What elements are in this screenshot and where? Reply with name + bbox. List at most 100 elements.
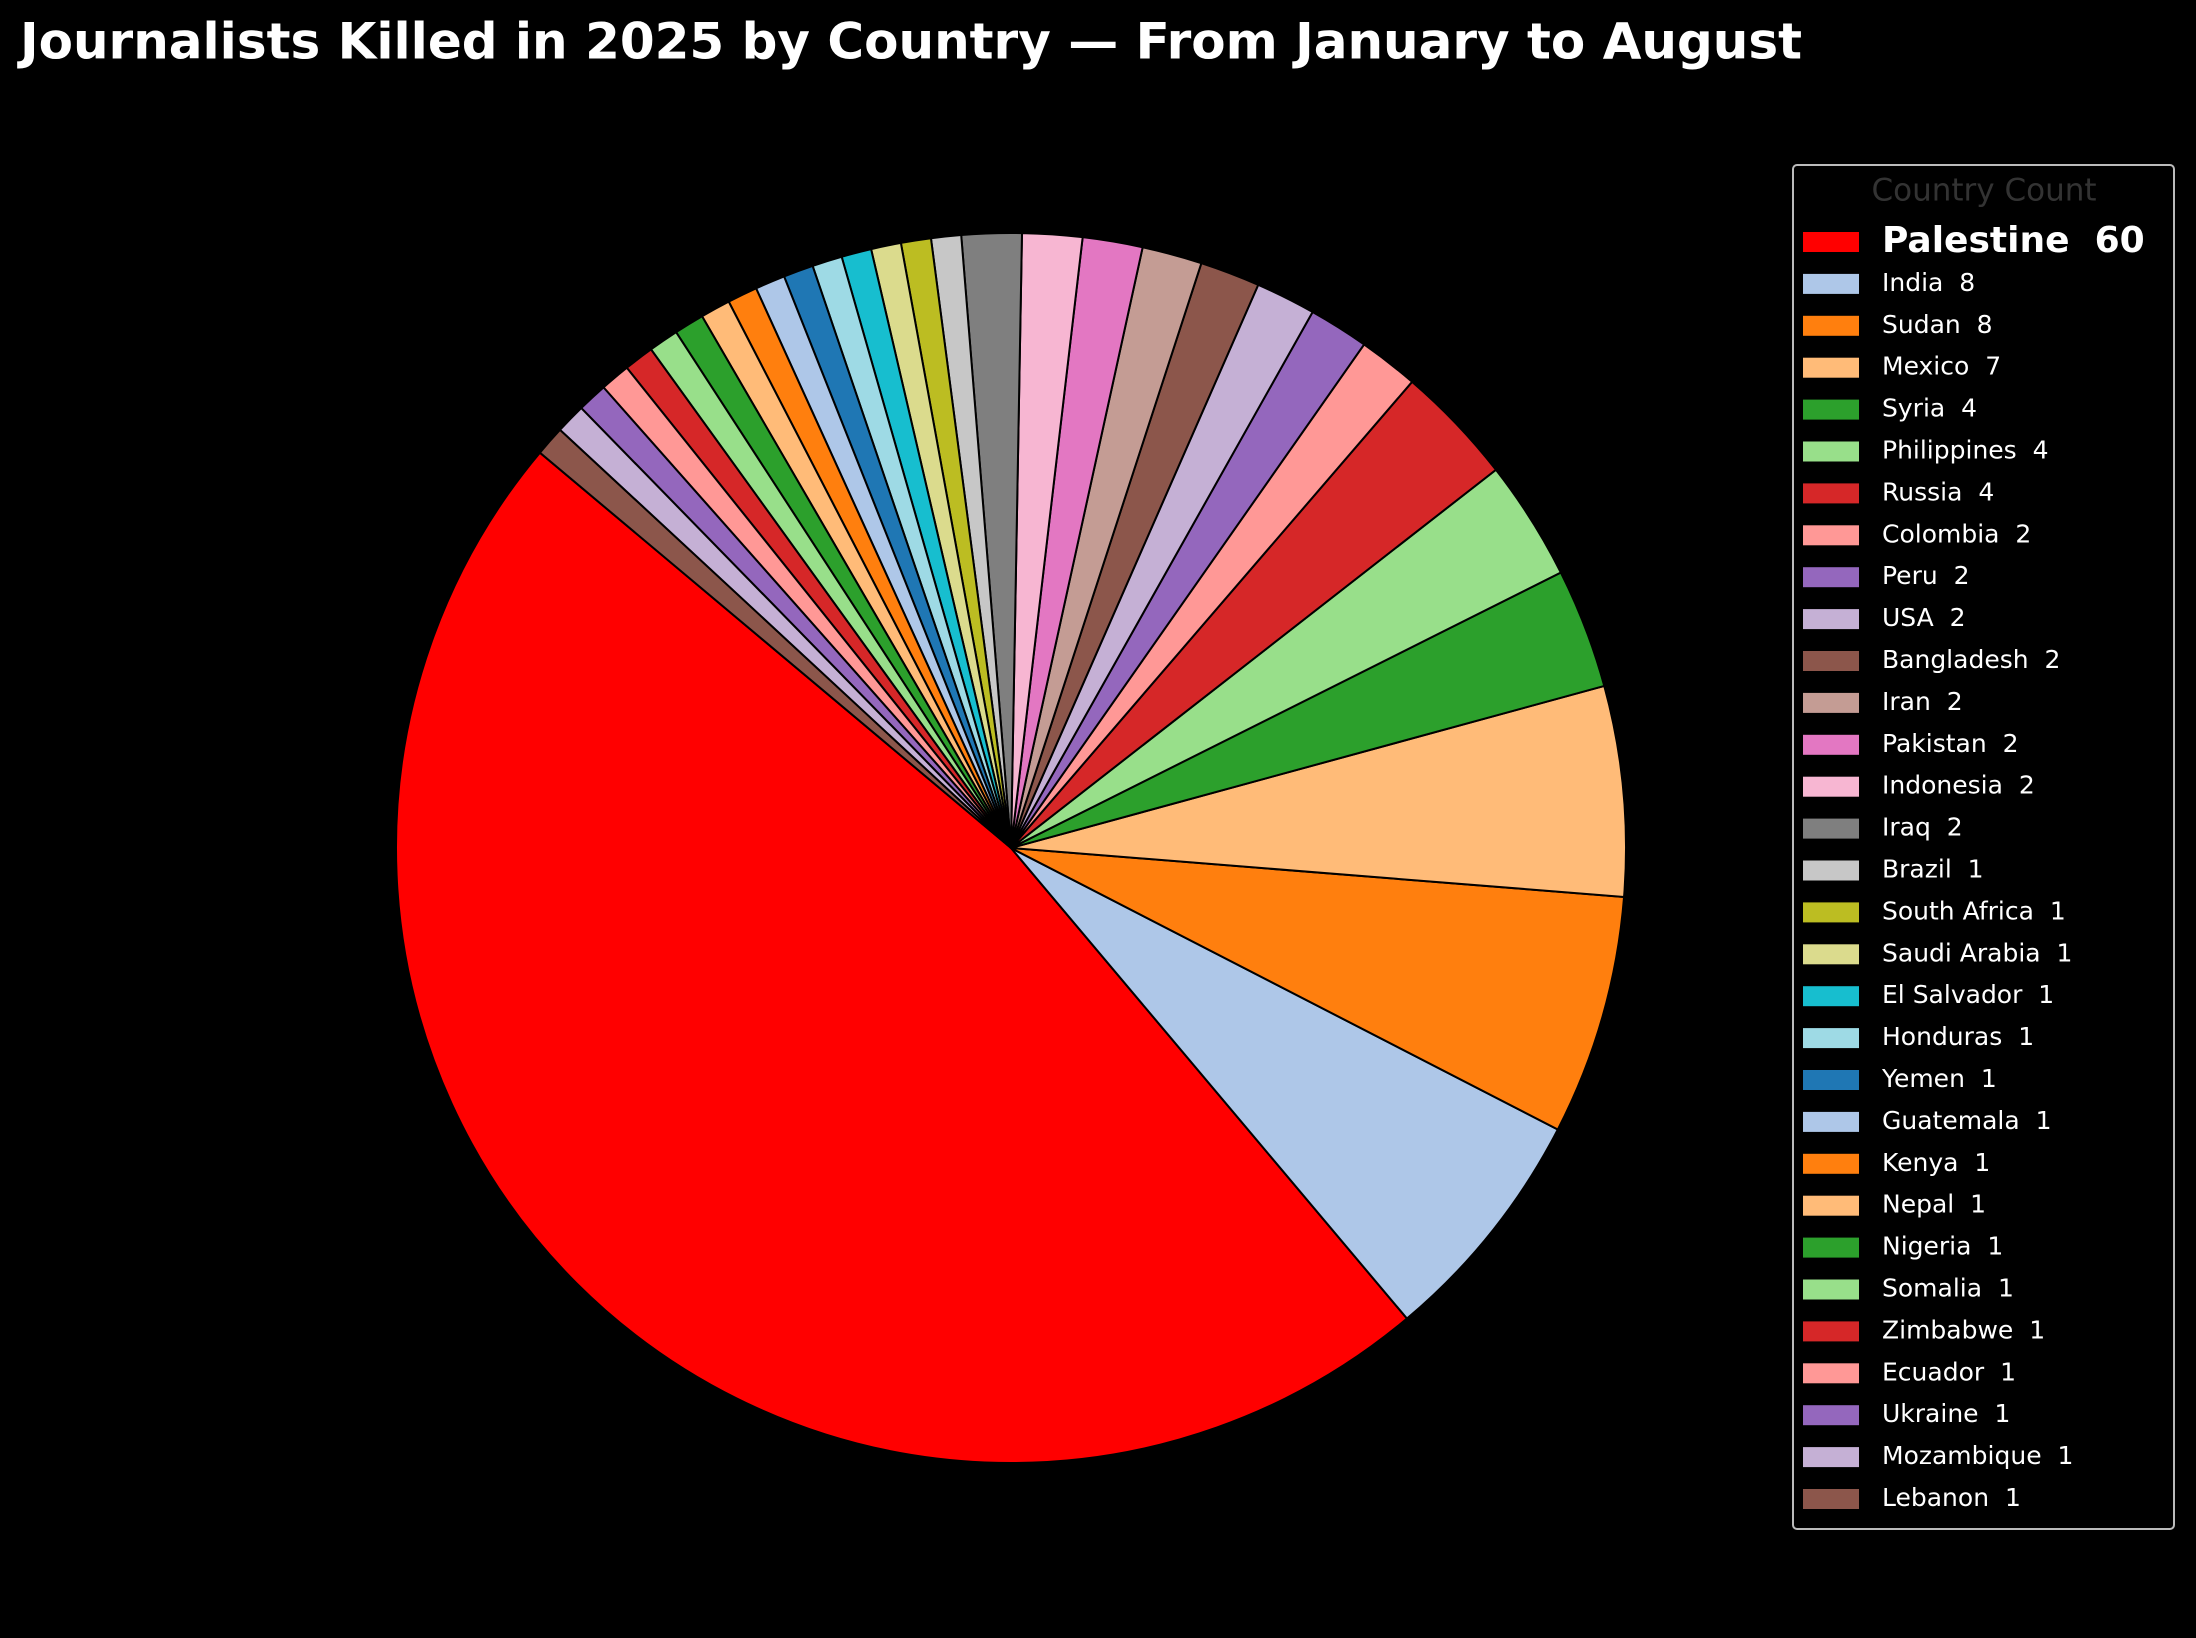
legend-gap [2022,980,2038,1009]
legend-count: 4 [1961,394,1977,423]
legend-label: USA 2 [1882,603,1966,632]
legend-gap [2020,1106,2036,1135]
legend-label: Philippines 4 [1882,436,2049,465]
pie-slice [1010,847,1626,1131]
legend-count: 8 [1959,268,1975,297]
legend-count: 1 [2057,938,2073,967]
legend-label: Kenya 1 [1882,1148,1990,1177]
legend-count: 1 [1968,855,1984,884]
legend-country: Sudan [1882,310,1961,339]
pie-slice [1010,847,1560,1320]
legend-swatch [1803,1489,1859,1509]
legend-count: 2 [2019,771,2035,800]
legend-swatch [1803,818,1859,839]
legend-country: Mexico [1882,352,1969,381]
legend-count: 1 [2038,980,2054,1009]
legend-gap [2029,645,2045,674]
pie-slice [395,451,1409,1464]
legend-country: South Africa [1882,896,2034,925]
legend-swatch [1803,1070,1859,1090]
legend-swatch [1803,692,1859,713]
legend-gap [1984,1357,2000,1386]
legend-gap [1965,1064,1981,1093]
legend-gap [2002,1022,2018,1051]
legend-country: Syria [1882,394,1945,423]
legend-gap [2070,220,2095,261]
legend-swatch [1803,1321,1859,1342]
legend-label: Peru 2 [1882,561,1970,590]
legend-swatch [1803,1195,1859,1216]
legend-country: Bangladesh [1882,645,2029,674]
legend-gap [1989,1483,2005,1512]
legend-swatch [1803,944,1859,965]
legend-count: 1 [2018,1022,2034,1051]
legend-label: Guatemala 1 [1882,1106,2051,1135]
legend-label: Yemen 1 [1881,1064,1997,1093]
legend-label: Iraq 2 [1882,813,1963,842]
legend-label: Somalia 1 [1882,1274,2014,1303]
legend-country: Peru [1882,561,1938,590]
legend-gap [1962,477,1978,506]
legend-country: Palestine [1882,220,2070,261]
legend-count: 2 [1950,603,1966,632]
legend-count: 2 [2003,729,2019,758]
legend-gap [2041,938,2057,967]
legend-label: Zimbabwe 1 [1882,1315,2045,1344]
legend-country: Ukraine [1882,1399,1979,1428]
legend-label: Iran 2 [1882,687,1963,716]
legend-country: Pakistan [1882,729,1987,758]
legend-country: Nigeria [1882,1232,1971,1261]
legend-country: Saudi Arabia [1882,938,2041,967]
legend-label: Indonesia 2 [1882,771,2035,800]
legend-count: 2 [1947,813,1963,842]
legend-swatch [1803,734,1859,755]
legend-count: 1 [2057,1441,2073,1470]
legend-label: Sudan 8 [1882,310,1993,339]
legend-gap [2034,896,2050,925]
legend-country: Somalia [1882,1274,1982,1303]
legend-gap [1945,394,1961,423]
legend-swatch [1803,1405,1859,1426]
legend-gap [1961,310,1977,339]
legend-gap [1943,268,1959,297]
legend-gap [1987,729,2003,758]
legend-swatch [1803,1028,1859,1049]
legend-count: 1 [2005,1483,2021,1512]
legend-count: 4 [1978,477,1994,506]
legend-swatch [1803,1153,1859,1174]
legend-gap [2013,1315,2029,1344]
legend-label: Ecuador 1 [1882,1357,2016,1386]
legend-swatch [1803,483,1859,504]
legend-count: 2 [2044,645,2060,674]
legend-country: Kenya [1882,1148,1959,1177]
legend-count: 1 [2050,896,2066,925]
legend-count: 1 [1981,1064,1997,1093]
legend-country: Brazil [1882,855,1952,884]
legend-country: Guatemala [1882,1106,2020,1135]
legend-country: Iran [1882,687,1931,716]
legend-label: Honduras 1 [1882,1022,2034,1051]
legend-label: Mexico 7 [1882,352,2001,381]
legend-gap [1959,1148,1975,1177]
legend-swatch [1803,1237,1859,1258]
legend-gap [1934,603,1950,632]
legend-count: 1 [2000,1357,2016,1386]
legend-gap [1999,519,2015,548]
legend-swatch [1803,609,1859,630]
legend-swatch [1803,315,1859,336]
legend-count: 1 [2029,1315,2045,1344]
legend-country: USA [1882,603,1934,632]
legend-swatch [1803,399,1859,420]
legend-count: 4 [2033,436,2049,465]
legend-country: India [1882,268,1943,297]
legend-box [1792,164,2175,1530]
legend-swatch [1803,525,1859,546]
legend-count: 2 [2015,519,2031,548]
legend-label: Colombia 2 [1882,519,2031,548]
legend-count: 1 [2036,1106,2052,1135]
legend-count: 1 [1974,1148,1990,1177]
legend-swatch [1803,357,1859,378]
legend-gap [2042,1441,2058,1470]
legend-count: 2 [1947,687,1963,716]
